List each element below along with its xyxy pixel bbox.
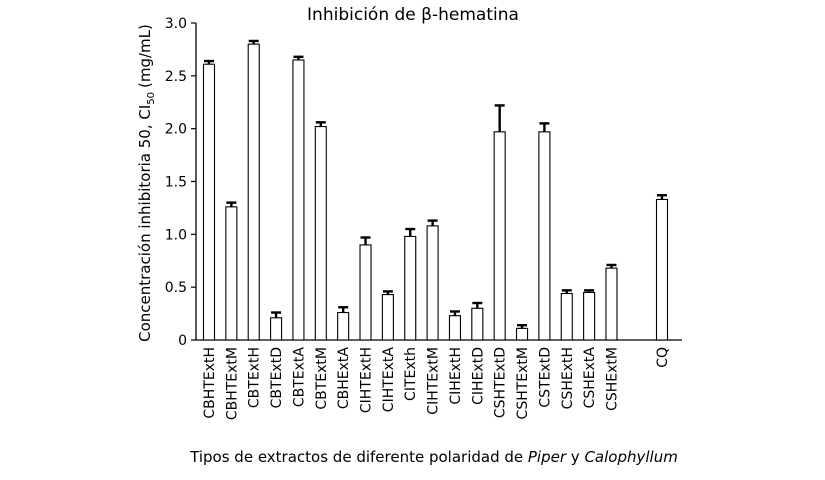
x-axis-label: Tipos de extractos de diferente polarida…: [189, 448, 678, 466]
bar: [381, 294, 394, 341]
x-axis-label-part: Calophyllum: [584, 448, 677, 466]
x-tick-label: CBTExtH: [247, 347, 263, 408]
bar: [493, 131, 506, 341]
y-tick-label: 2.0: [165, 122, 187, 138]
x-tick-label: CIHTExtH: [359, 347, 375, 413]
bar: [605, 267, 618, 341]
x-tick-label: CSHExtA: [582, 347, 598, 409]
y-tick-label: 2.5: [165, 69, 187, 85]
bar: [247, 43, 260, 341]
x-tick-label: CSTExtD: [537, 347, 553, 408]
y-tick-label: 1.5: [165, 175, 187, 191]
bar: [471, 307, 484, 341]
x-tick-label: CBHTExtM: [224, 347, 240, 420]
x-tick-label: CSHTExtD: [493, 347, 509, 418]
x-axis-label-part: Tipos de extractos de diferente polarida…: [189, 448, 528, 466]
bar: [270, 317, 283, 341]
bar: [515, 327, 529, 341]
bar: [426, 225, 439, 341]
y-tick-label: 1.0: [165, 227, 187, 243]
y-tick-label: 0: [178, 333, 187, 349]
x-tick-label: CSHTExtM: [515, 347, 531, 419]
x-tick-label: CBTExtD: [269, 347, 285, 408]
y-tick-label: 3.0: [165, 16, 187, 32]
x-tick-label: CBHTExtH: [202, 347, 218, 419]
x-tick-label: CIHTExtM: [426, 347, 442, 415]
bar: [655, 198, 669, 341]
bar: [583, 291, 596, 341]
bar: [292, 59, 305, 341]
x-axis-label-part: y: [566, 448, 584, 466]
y-tick-label: 0.5: [165, 280, 187, 296]
x-tick-label: CITExth: [403, 347, 419, 401]
x-tick-label: CSHExtH: [560, 347, 576, 409]
bar: [314, 126, 327, 341]
bar: [404, 235, 417, 341]
y-axis-label-unit: (mg/mL): [136, 24, 154, 88]
chart-title: Inhibición de β-hematina: [307, 5, 519, 25]
x-axis-label-part: Piper: [528, 448, 567, 466]
bar: [560, 292, 573, 341]
x-tick-label: CIHExtH: [448, 347, 464, 405]
bar: [202, 63, 216, 341]
x-tick-label: CBTExtM: [314, 347, 330, 410]
bar: [225, 206, 238, 341]
bar: [359, 244, 372, 341]
x-tick-label: CIHExtD: [470, 347, 486, 405]
x-tick-label: CSHExtM: [604, 347, 620, 411]
y-axis-label: Concentración inhibitoria 50, CI50 (mg/mL…: [136, 24, 157, 342]
plot-area: 0 0.5 1.0 1.5 2.0 2.5 3.0 CBHTExtH CBHTExtM CBTEx…: [165, 16, 682, 420]
y-axis-label-main: Concentración inhibitoria 50, CI: [136, 105, 154, 342]
bar: [337, 311, 350, 341]
x-tick-label: CBHExtA: [336, 347, 352, 410]
y-axis-label-subscript: 50: [146, 92, 157, 105]
x-tick-label: CBTExtA: [291, 347, 307, 408]
x-tick-label: CIHTExtA: [381, 347, 397, 413]
bar: [538, 131, 551, 341]
bar: [448, 315, 462, 341]
x-tick-label: CQ: [655, 347, 671, 368]
